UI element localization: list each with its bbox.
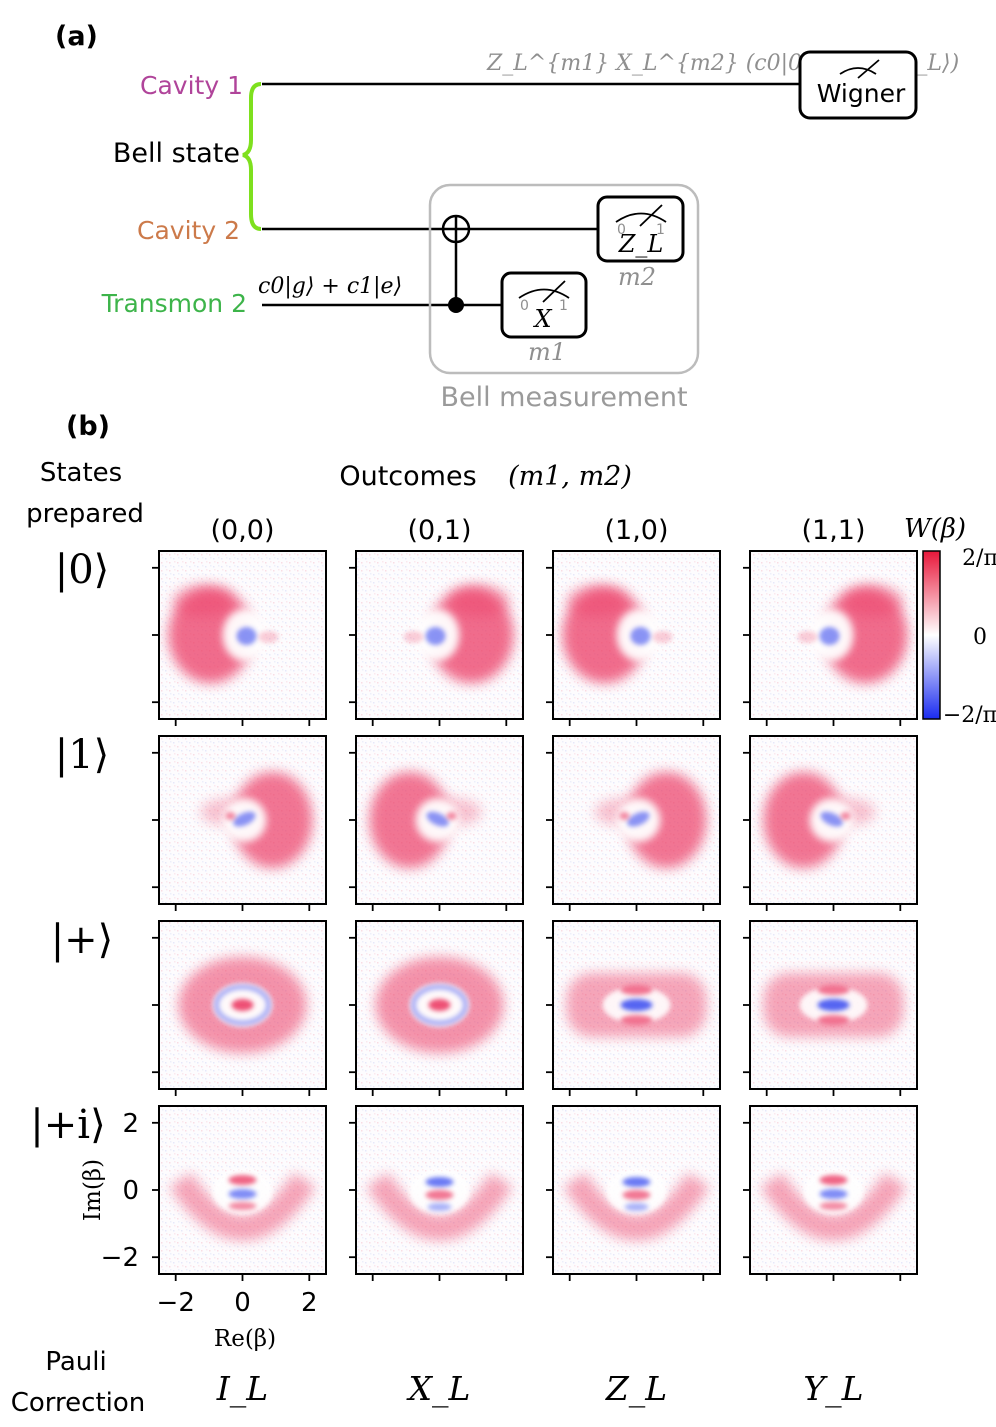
transmon-state-label: c0|g⟩ + c1|e⟩: [258, 274, 402, 299]
pauli-header-line1: Pauli: [45, 1347, 106, 1377]
row-label-3: |+i⟩: [30, 1102, 105, 1148]
wigner-plot-r1-c0: [152, 735, 327, 911]
y-tick-label-0: 2: [122, 1109, 139, 1139]
cavity2-label: Cavity 2: [137, 216, 240, 245]
zl-meter-needle: [639, 204, 663, 227]
colorbar-max-label: 2/π: [962, 546, 996, 571]
zl-gate-label: Z_L: [618, 230, 664, 258]
correction-1: X_L: [406, 1369, 471, 1409]
wigner-plot-r1-c1: [349, 735, 524, 911]
column-headers: (0,0) (0,1) (1,0) (1,1): [210, 515, 865, 546]
wigner-plot-r0-c2: [546, 550, 721, 726]
pauli-corrections: I_L X_L Z_L Y_L: [216, 1369, 864, 1409]
row-label-0: |0⟩: [55, 547, 110, 593]
wigner-distribution: [760, 1170, 907, 1241]
x-meter-needle: [542, 280, 566, 303]
correction-3: Y_L: [803, 1369, 863, 1409]
bell-measurement-box: [428, 183, 700, 375]
wigner-plot-r0-c1: [349, 550, 524, 726]
panel-a-label: (a): [55, 21, 98, 52]
wigner-plot-r2-c1: [349, 920, 524, 1096]
wigner-distribution: [200, 772, 313, 868]
bell-measurement-label: Bell measurement: [440, 382, 687, 413]
wigner-plot-r2-c2: [546, 920, 721, 1096]
bell-state-brace: [242, 82, 262, 231]
column-header-0: (0,0): [210, 515, 274, 546]
y-tick-label-1: 0: [122, 1176, 139, 1206]
m2-label: m2: [618, 263, 656, 291]
wigner-plot-r0-c0: [152, 550, 327, 726]
wigner-distribution: [594, 772, 707, 868]
x-measurement-box: [500, 271, 588, 339]
wigner-distribution: [369, 772, 482, 868]
wigner-plot-r1-c2: [546, 735, 721, 911]
x-meter-digit-1: 1: [559, 298, 568, 314]
wigner-distribution: [178, 957, 307, 1053]
row-header-line1: States: [40, 458, 122, 488]
correction-0: I_L: [216, 1369, 268, 1409]
wigner-distribution: [763, 772, 876, 868]
y-axis-label: Im(β): [80, 1159, 106, 1221]
outcomes-title: Outcomes: [339, 461, 476, 492]
wigner-distribution: [763, 973, 904, 1037]
transmon2-label: Transmon 2: [101, 289, 247, 318]
x-tick-label-0: −2: [157, 1288, 195, 1318]
row-labels: |0⟩ |1⟩ |+⟩ |+i⟩: [30, 547, 113, 1148]
x-tick-label-1: 0: [234, 1288, 251, 1318]
wigner-distribution: [562, 585, 673, 683]
cavity1-label: Cavity 1: [140, 71, 243, 100]
zl-measurement-box: [596, 195, 685, 263]
x-meter-digit-0: 0: [520, 298, 529, 314]
outcomes-tuple: (m1, m2): [508, 461, 632, 492]
x-axis-label: Re(β): [214, 1326, 276, 1352]
wigner-distribution: [566, 973, 707, 1037]
correction-2: Z_L: [605, 1369, 667, 1409]
zl-meter-digit-1: 1: [656, 222, 665, 238]
wigner-plot-r2-c3: [743, 920, 918, 1096]
wigner-distribution: [797, 585, 908, 683]
row-header-line2: prepared: [26, 499, 144, 529]
wigner-distribution: [168, 585, 279, 683]
axis-ticks: −2 0 2 2 0 −2: [101, 1109, 318, 1318]
colorbar: [922, 550, 941, 720]
wigner-distribution: [375, 957, 504, 1053]
wigner-distribution: [366, 1170, 513, 1241]
wigner-distribution: [403, 585, 514, 683]
zl-meter-digit-0: 0: [617, 222, 626, 238]
column-header-3: (1,1): [801, 515, 865, 546]
wigner-distribution: [563, 1170, 710, 1241]
colorbar-label: W(β): [904, 514, 966, 544]
row-label-2: |+⟩: [51, 917, 114, 963]
wigner-plot-r2-c0: [152, 920, 327, 1096]
wigner-plot-r3-c1: [349, 1105, 524, 1281]
x-gate-label: X: [532, 305, 552, 333]
wigner-grid: [152, 550, 918, 1281]
cnot-control-dot: [448, 297, 464, 313]
column-header-1: (0,1): [407, 515, 471, 546]
colorbar-min-label: −2/π: [943, 703, 996, 728]
x-meter-arc: [518, 288, 570, 299]
m1-label: m1: [528, 338, 566, 366]
wigner-plot-r3-c0: [152, 1105, 327, 1281]
wigner-meter-arc: [839, 67, 877, 75]
wigner-label: Wigner: [817, 79, 906, 108]
wigner-plot-r1-c3: [743, 735, 918, 911]
panel-b-label: (b): [66, 411, 110, 442]
column-header-2: (1,0): [604, 515, 668, 546]
y-tick-label-2: −2: [101, 1243, 139, 1273]
wigner-plot-r3-c2: [546, 1105, 721, 1281]
wigner-distribution: [169, 1170, 316, 1241]
zl-meter-arc: [615, 212, 667, 223]
bell-state-label: Bell state: [113, 138, 240, 169]
wigner-plot-r3-c3: [743, 1105, 918, 1281]
wigner-meter-needle: [857, 59, 880, 79]
row-label-1: |1⟩: [55, 732, 110, 778]
colorbar-mid-label: 0: [973, 625, 987, 650]
wigner-measurement-box: [798, 50, 918, 120]
pauli-header-line2: Correction: [11, 1388, 146, 1418]
x-tick-label-2: 2: [301, 1288, 318, 1318]
wigner-plot-r0-c3: [743, 550, 918, 726]
